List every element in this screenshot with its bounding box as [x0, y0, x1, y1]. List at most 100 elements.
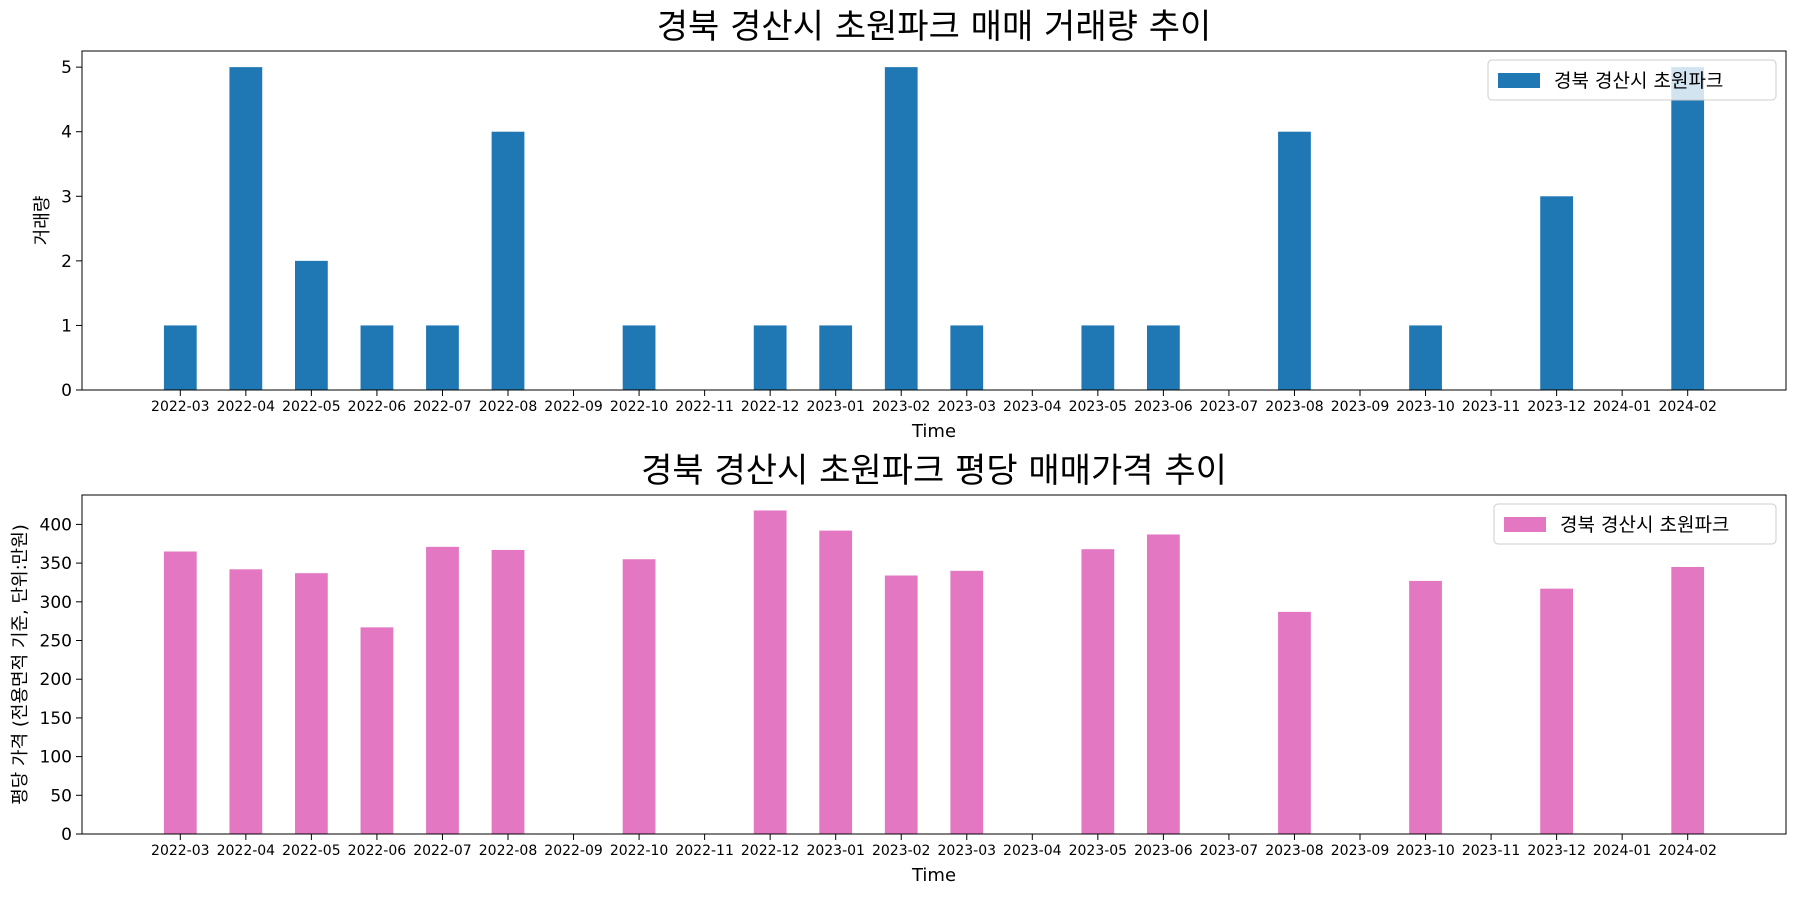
y-tick-label: 300: [40, 593, 72, 613]
y-axis-label: 평당 가격 (전용면적 기준, 단위:만원): [10, 524, 31, 805]
bar: [1278, 131, 1311, 390]
x-axis-label: Time: [911, 865, 956, 886]
x-tick-label: 2023-11: [1462, 843, 1521, 859]
y-tick-label: 1: [61, 316, 72, 336]
x-tick-label: 2022-04: [217, 843, 276, 859]
bar: [819, 530, 853, 834]
x-tick-label: 2023-09: [1331, 843, 1390, 859]
x-tick-label: 2024-01: [1593, 399, 1652, 415]
x-tick-label: 2022-03: [151, 399, 210, 415]
bar: [884, 575, 918, 834]
bar: [1081, 549, 1115, 834]
y-tick-label: 50: [50, 786, 72, 806]
bar: [1147, 325, 1180, 390]
x-tick-label: 2023-12: [1527, 843, 1586, 859]
bar: [229, 569, 263, 834]
x-tick-label: 2022-08: [479, 843, 538, 859]
legend: 경북 경산시 초원파크: [1493, 503, 1777, 545]
bar: [1409, 325, 1442, 390]
bar: [1081, 325, 1115, 390]
y-tick-label: 2: [61, 252, 72, 272]
y-axis-label: 거래량: [32, 196, 53, 246]
x-tick-label: 2023-10: [1396, 399, 1455, 415]
bar: [295, 260, 328, 390]
x-tick-label: 2023-01: [806, 399, 865, 415]
y-tick-label: 4: [61, 123, 72, 143]
bar: [950, 570, 984, 834]
x-tick-label: 2022-12: [741, 399, 800, 415]
x-tick-label: 2022-10: [610, 399, 669, 415]
x-tick-label: 2023-04: [1003, 399, 1062, 415]
x-tick-label: 2022-07: [413, 843, 472, 859]
bar: [491, 549, 525, 834]
legend-box: [1493, 503, 1777, 545]
chart-title: 경북 경산시 초원파크 평당 매매가격 추이: [641, 451, 1227, 491]
bar: [1409, 580, 1442, 834]
legend-label: 경북 경산시 초원파크: [1560, 514, 1729, 536]
x-tick-label: 2022-12: [741, 843, 800, 859]
bar: [753, 325, 787, 390]
plot-frame: [81, 494, 1787, 835]
x-tick-label: 2023-01: [806, 843, 865, 859]
x-tick-label: 2023-03: [938, 843, 997, 859]
bar: [1540, 588, 1573, 834]
x-tick-label: 2024-02: [1658, 843, 1717, 859]
y-tick-label: 0: [61, 381, 72, 401]
y-tick-label: 400: [40, 515, 72, 535]
x-tick-label: 2022-11: [675, 399, 734, 415]
y-tick-label: 350: [40, 554, 72, 574]
x-tick-label: 2023-05: [1069, 399, 1128, 415]
chart-title: 경북 경산시 초원파크 매매 거래량 추이: [657, 7, 1212, 47]
x-axis-label: Time: [911, 421, 956, 442]
x-tick-label: 2023-11: [1462, 399, 1521, 415]
x-tick-label: 2022-07: [413, 399, 472, 415]
plot-frame: [81, 50, 1787, 391]
x-tick-label: 2022-10: [610, 843, 669, 859]
legend-label: 경북 경산시 초원파크: [1554, 70, 1723, 92]
x-tick-label: 2022-05: [282, 399, 341, 415]
y-tick-label: 5: [61, 58, 72, 78]
bar: [426, 325, 459, 390]
bar: [1671, 67, 1705, 391]
y-tick-label: 200: [40, 670, 72, 690]
y-tick-label: 100: [40, 748, 72, 768]
legend-swatch: [1504, 517, 1546, 532]
x-tick-label: 2022-08: [479, 399, 538, 415]
bar: [163, 325, 197, 390]
x-tick-label: 2023-02: [872, 843, 931, 859]
y-tick-label: 150: [40, 709, 72, 729]
x-tick-label: 2023-02: [872, 399, 931, 415]
x-tick-label: 2022-05: [282, 843, 341, 859]
bar: [360, 627, 394, 834]
bar: [426, 546, 459, 834]
bar: [950, 325, 984, 390]
x-tick-label: 2023-08: [1265, 843, 1324, 859]
x-tick-label: 2023-09: [1331, 399, 1390, 415]
price-chart: 경북 경산시 초원파크 평당 매매가격 추이 0 50 100 150 200 250 300…: [10, 451, 1787, 886]
bar: [884, 67, 918, 391]
x-tick-label: 2022-09: [544, 399, 603, 415]
x-tick-label: 2023-12: [1527, 399, 1586, 415]
x-tick-label: 2024-02: [1658, 399, 1717, 415]
bar: [491, 131, 525, 390]
x-tick-label: 2022-06: [348, 399, 407, 415]
bar: [1147, 534, 1180, 834]
bar: [1540, 196, 1573, 390]
x-tick-label: 2022-09: [544, 843, 603, 859]
x-tick-label: 2023-06: [1134, 843, 1193, 859]
bar: [1278, 611, 1311, 834]
bar: [753, 510, 787, 834]
x-tick-label: 2022-04: [217, 399, 276, 415]
bar: [229, 67, 263, 391]
x-tick-label: 2024-01: [1593, 843, 1652, 859]
y-tick-label: 250: [40, 632, 72, 652]
bar: [360, 325, 394, 390]
bar: [622, 325, 656, 390]
x-tick-label: 2023-06: [1134, 399, 1193, 415]
x-tick-label: 2023-08: [1265, 399, 1324, 415]
x-tick-label: 2022-11: [675, 843, 734, 859]
y-tick-label: 3: [61, 187, 72, 207]
x-tick-label: 2022-03: [151, 843, 210, 859]
bar: [622, 559, 656, 834]
